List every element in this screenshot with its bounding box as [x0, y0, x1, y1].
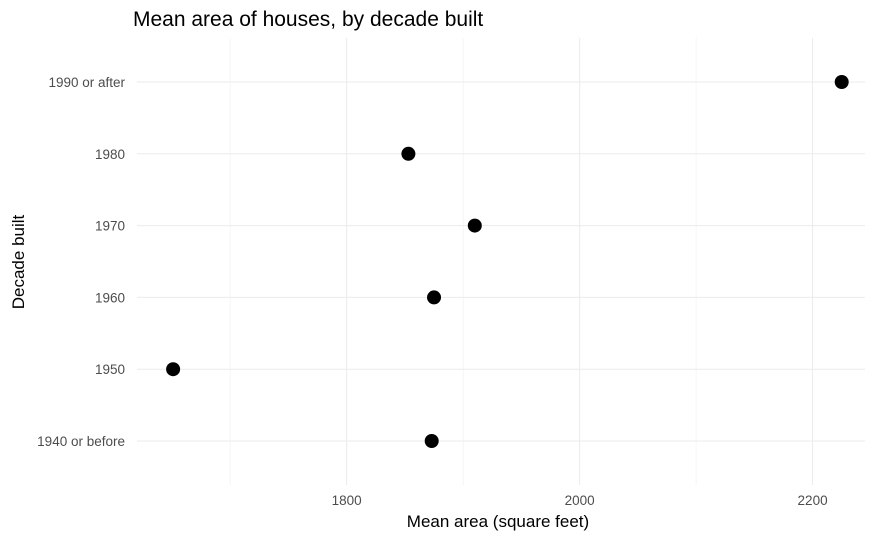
y-axis-title: Decade built [9, 214, 28, 309]
data-point [427, 290, 442, 305]
data-points [166, 75, 849, 448]
x-tick-label: 2000 [565, 493, 595, 508]
data-point [467, 218, 482, 233]
y-tick-label: 1940 or before [37, 434, 125, 449]
y-tick-label: 1980 [95, 147, 125, 162]
y-tick-label: 1960 [95, 290, 125, 305]
y-axis-tick-labels: 1940 or before 1950 1960 1970 1980 1990 or af… [37, 75, 125, 449]
y-tick-label: 1990 or after [48, 75, 125, 90]
grid-lines [137, 38, 865, 485]
x-tick-label: 2200 [798, 493, 828, 508]
y-tick-label: 1970 [95, 219, 125, 234]
x-axis-tick-labels: 1800 2000 2200 [332, 493, 828, 508]
data-point [424, 434, 439, 448]
x-axis-title: Mean area (square feet) [407, 512, 589, 531]
x-tick-label: 1800 [332, 493, 362, 508]
data-point [166, 362, 181, 377]
data-point [401, 146, 416, 161]
data-point [834, 75, 849, 89]
y-tick-label: 1950 [95, 362, 125, 377]
chart-title: Mean area of houses, by decade built [133, 8, 483, 31]
